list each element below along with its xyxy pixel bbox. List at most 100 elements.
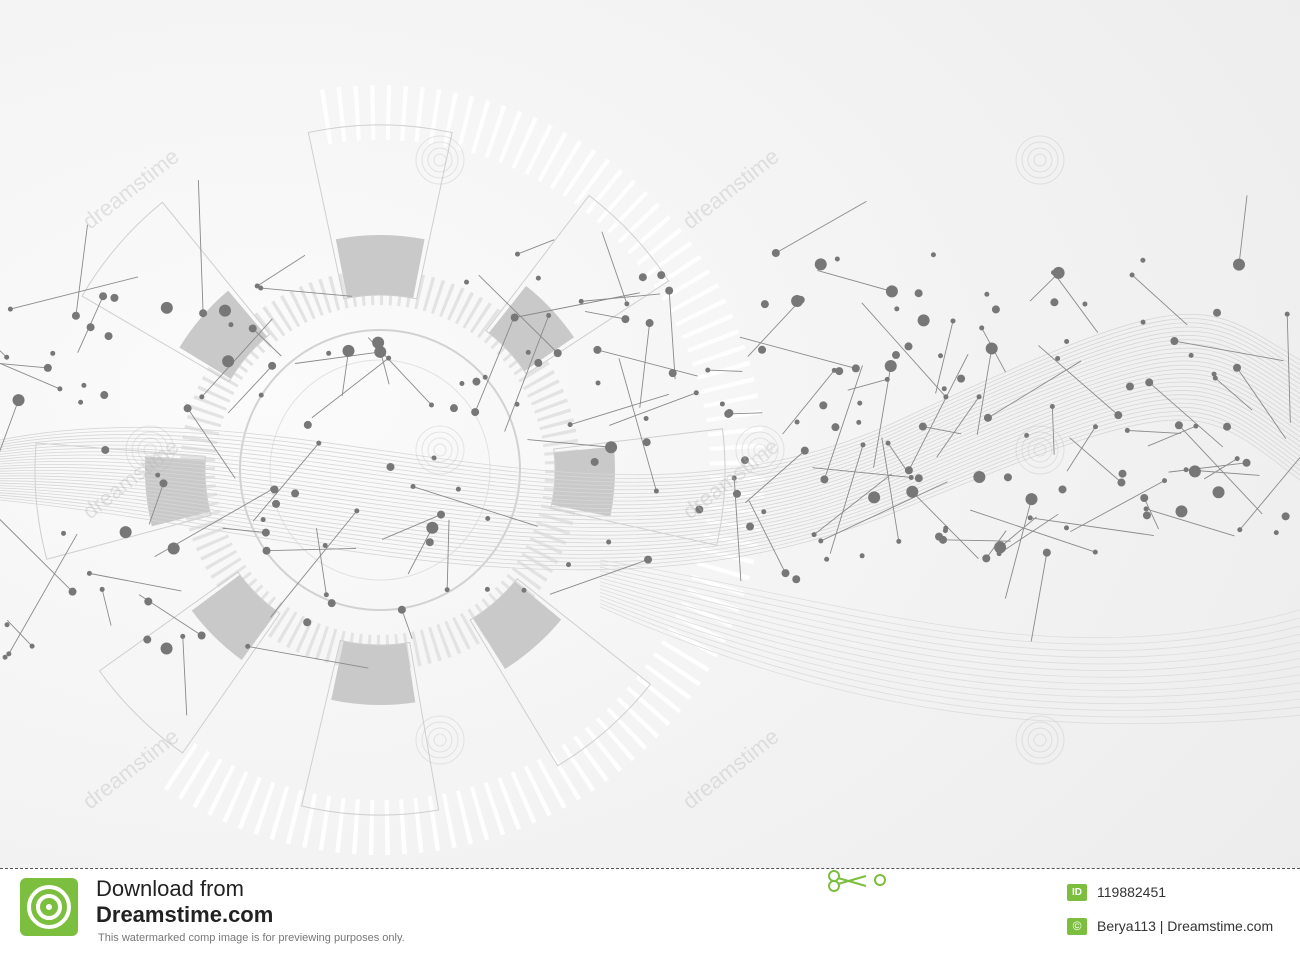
watermark-spiral [1021,721,1059,759]
hud-tick [524,123,553,176]
hud-panel [179,290,267,379]
watermark-spiral [421,431,459,469]
wave-line [0,407,1300,559]
network-node [222,355,235,368]
network-node [731,475,737,481]
hud-ruler-tick [530,388,565,406]
hud-ruler-tick [324,628,338,664]
network-node [758,345,767,354]
network-node [199,394,205,400]
hud-tick [177,750,211,801]
hud-tick [561,743,596,792]
network-node [99,292,108,301]
network-node [316,440,322,446]
network-link [908,354,969,471]
network-node [546,312,552,318]
hud-ruler-tick [210,557,242,579]
hud-tick [691,574,746,597]
network-node [1242,458,1251,467]
network-link [256,254,306,287]
network-node [50,350,56,356]
network-link [1236,367,1287,439]
network-node [644,555,653,564]
network-node [104,332,113,341]
network-node [1042,548,1051,557]
watermark-spiral [747,437,773,463]
network-link [1029,272,1059,302]
network-node [119,526,132,539]
watermark-spiral [427,727,453,753]
watermark-spiral [415,135,465,185]
network-link [1030,517,1154,536]
network-node [397,605,406,614]
hud-panel [473,581,562,670]
hud-tick [537,131,568,182]
watermark-spiral [1021,431,1059,469]
watermark-spiral [741,431,779,469]
network-node [4,354,10,360]
network-node [100,391,109,400]
network-link [1127,429,1182,434]
hud-tick [652,652,702,687]
hud-tick [253,781,276,836]
wave-line [0,398,1300,551]
network-node [914,289,923,298]
hud-panel [331,641,416,705]
network-node [268,361,277,370]
network-node [426,521,439,534]
network-node [643,416,649,422]
watermark-spiral [735,425,785,475]
wave-line [0,326,1300,487]
watermark-spiral [427,437,453,463]
cut-line [0,868,1300,869]
network-node [1129,272,1135,278]
network-node [410,484,416,490]
watermark-spiral [1027,727,1053,753]
hud-ruler-tick [289,290,308,323]
wave-line [0,390,1300,544]
watermark-spiral [1015,715,1065,765]
network-node [57,386,63,392]
network-node [472,377,481,386]
hud-tick [455,790,474,845]
network-node [885,285,898,298]
hud-ruler-tick [411,631,422,667]
network-link [639,323,651,408]
network-node [884,360,897,373]
network-link [549,559,649,595]
watermark-spiral [1033,443,1047,457]
network-link [474,314,516,413]
network-link [782,370,835,435]
network-node [248,324,257,333]
network-node [1174,421,1183,430]
network-node [86,323,95,332]
network-node [860,442,866,448]
hud-tick [441,793,457,849]
network-node [444,587,450,593]
network-node [303,618,312,627]
wave-line [0,343,1300,502]
network-node [578,298,584,304]
network-link [201,318,273,398]
network-node [484,586,490,592]
wave-line [0,360,1300,517]
hud-tick [660,639,711,673]
hud-tick [318,795,332,851]
network-link [412,486,538,527]
hud-tick [427,795,441,851]
id-badge: ID [1067,884,1087,901]
wave-line [599,574,1300,665]
hud-tick [596,179,637,224]
watermark-spiral [427,147,453,173]
hud-tick [511,116,538,169]
network-link [820,481,948,542]
network-node [831,423,840,432]
network-link [739,336,856,369]
network-node [218,304,231,317]
network-link [6,620,33,647]
hud-ruler-tick [304,622,321,657]
network-link [911,491,979,560]
network-node [800,446,809,455]
network-node [979,325,985,331]
hud-ruler-tick [527,379,560,398]
